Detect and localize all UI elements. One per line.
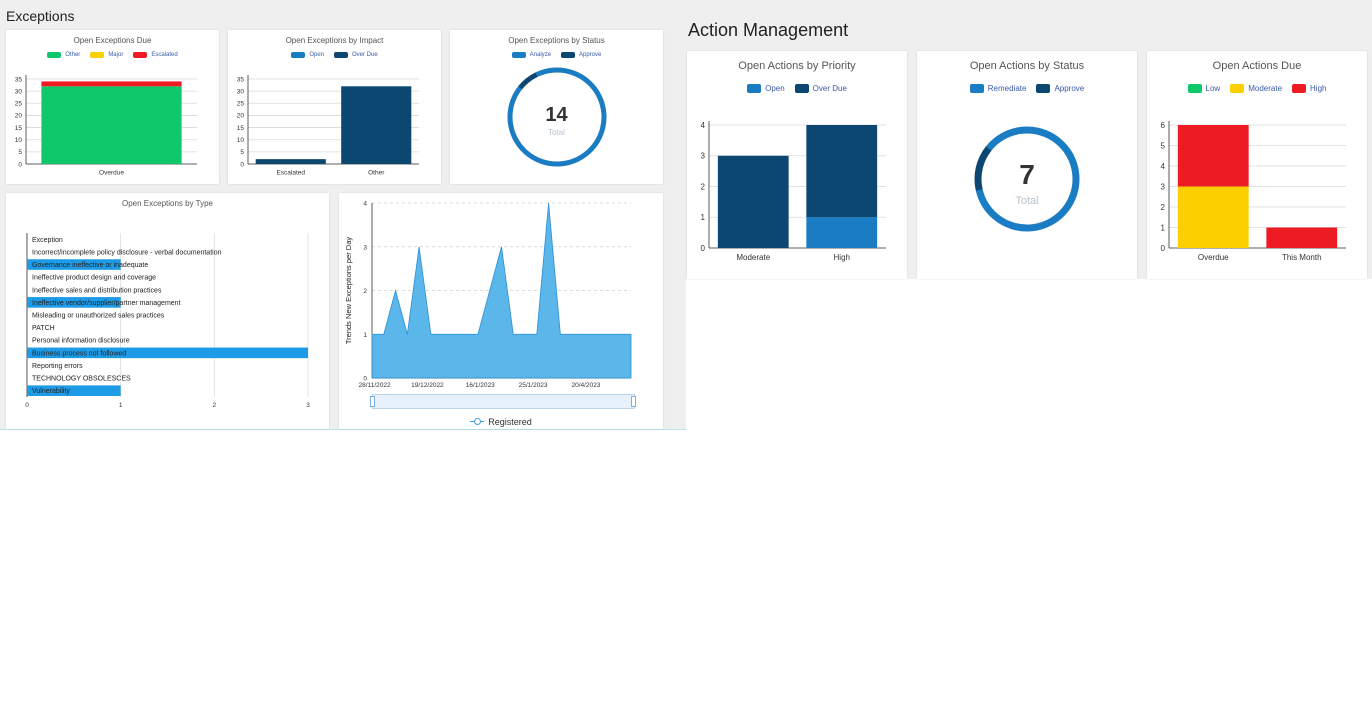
x-tick-label: 0 (25, 402, 29, 409)
y-tick-label: 4 (1161, 162, 1166, 171)
y-tick-label: 15 (15, 125, 23, 132)
x-tick-label: This Month (1282, 253, 1322, 262)
card-exceptions-type: Open Exceptions by Type 0 1 2 3 Exception Inc… (6, 193, 329, 429)
bar-high (1266, 228, 1337, 249)
x-tick-label: 25/1/2023 (519, 382, 548, 389)
legend-marker-icon (470, 418, 484, 426)
y-tick-label: 1 (363, 332, 367, 339)
y-tick-label: 1 (701, 213, 706, 222)
bar-over-due (256, 159, 326, 164)
x-tick-label: 20/4/2023 (571, 382, 600, 389)
x-tick-label: Overdue (99, 170, 124, 177)
card-exceptions-impact: Open Exceptions by Impact Open Over Due … (228, 30, 441, 184)
y-tick-label: 3 (363, 244, 367, 251)
bar-escalated (41, 81, 181, 86)
y-tick-label: 30 (237, 88, 245, 95)
total-value: 7 (917, 159, 1137, 191)
bar-high (1178, 125, 1249, 187)
y-tick-label: 5 (18, 149, 22, 156)
card-actions-status: Open Actions by Status Remediate Approve… (917, 51, 1137, 279)
y-category-label: Exception (32, 237, 63, 244)
y-tick-label: 30 (15, 88, 23, 95)
y-tick-label: 25 (237, 101, 245, 108)
y-category-label: Ineffective vendor/supplier/partner mana… (32, 300, 181, 307)
y-category-label: Personal information disclosure (32, 338, 130, 345)
total-value: 14 (450, 104, 663, 127)
trend-range-navigator[interactable] (372, 394, 635, 409)
y-tick-label: 1 (1161, 223, 1166, 232)
y-tick-label: 2 (701, 182, 706, 191)
bar-over-due (806, 125, 877, 217)
y-axis-title: Trends New Exceptions per Day (344, 237, 353, 345)
bar-open (806, 217, 877, 248)
y-tick-label: 0 (240, 161, 244, 168)
action-management-title: Action Management (688, 20, 848, 41)
card-actions-due: Open Actions Due Low Moderate High 0 1 2 3 4… (1147, 51, 1367, 279)
chart-actions-due: 0 1 2 3 4 5 6 Overdue This Month (1147, 51, 1367, 279)
x-tick-label: 3 (306, 402, 310, 409)
x-tick-label: 19/12/2022 (411, 382, 444, 389)
card-exceptions-status: Open Exceptions by Status Analyze Approv… (450, 30, 663, 184)
card-exceptions-due: Open Exceptions Due Other Major Escalate… (6, 30, 219, 184)
y-category-label: PATCH (32, 325, 55, 332)
y-tick-label: 20 (15, 113, 23, 120)
navigator-handle-left[interactable] (370, 396, 375, 407)
chart-actions-priority: 0 1 2 3 4 Moderate High (687, 51, 907, 279)
y-category-label: TECHNOLOGY OBSOLESCES (32, 376, 131, 383)
y-category-label: Ineffective product design and coverage (32, 275, 156, 282)
exceptions-section: Exceptions Open Exceptions Due Other Maj… (0, 0, 686, 430)
chart-exceptions-type: 0 1 2 3 Exception Incorrect/incomplete policy… (6, 193, 329, 429)
x-tick-label: 28/11/2022 (359, 382, 391, 389)
y-tick-label: 35 (15, 76, 23, 83)
bar-over-due (341, 86, 411, 164)
bar-over-due (718, 156, 789, 248)
chart-exceptions-due: 0 5 10 15 20 25 30 35 Overdue (6, 30, 219, 184)
y-tick-label: 35 (237, 76, 245, 83)
y-tick-label: 0 (18, 161, 22, 168)
y-tick-label: 20 (237, 113, 245, 120)
y-tick-label: 3 (1161, 182, 1166, 191)
exceptions-title: Exceptions (6, 8, 74, 24)
card-actions-priority: Open Actions by Priority Open Over Due 0… (687, 51, 907, 279)
y-tick-label: 5 (1161, 141, 1166, 150)
y-tick-label: 4 (363, 201, 367, 208)
x-tick-label: Moderate (736, 253, 770, 262)
y-tick-label: 2 (363, 288, 367, 295)
y-tick-label: 3 (701, 152, 706, 161)
y-category-label: Ineffective sales and distribution pract… (32, 287, 162, 294)
x-tick-label: 16/1/2023 (466, 382, 495, 389)
y-category-label: Reporting errors (32, 363, 83, 370)
y-category-label: Incorrect/incomplete policy disclosure -… (32, 249, 222, 256)
y-tick-label: 0 (1161, 244, 1166, 253)
card-exceptions-trend: 0 1 2 3 4 28/11/2022 19/12/2022 16/1/2023 25/1/2… (339, 193, 663, 429)
y-tick-label: 15 (237, 125, 245, 132)
bar-moderate (1178, 187, 1249, 249)
y-tick-label: 4 (701, 121, 706, 130)
y-tick-label: 10 (15, 137, 23, 144)
x-tick-label: Other (368, 170, 385, 177)
bar-other (41, 86, 181, 164)
x-tick-label: Overdue (1198, 253, 1229, 262)
y-category-label: Governance ineffective or inadequate (32, 262, 148, 269)
y-category-label: Vulnerability (32, 388, 70, 395)
y-tick-label: 2 (1161, 203, 1166, 212)
x-tick-label: 2 (213, 402, 217, 409)
y-tick-label: 25 (15, 101, 23, 108)
x-tick-label: High (834, 253, 850, 262)
navigator-handle-right[interactable] (631, 396, 636, 407)
chart-exceptions-impact: 0 5 10 15 20 25 30 35 Escalated Other (228, 30, 441, 184)
action-management-section: Action Management Open Actions by Priori… (686, 0, 1372, 279)
y-category-label: Misleading or unauthorized sales practic… (32, 313, 165, 320)
y-tick-label: 0 (701, 244, 706, 253)
legend-label: Registered (488, 417, 532, 427)
total-label: Total (450, 128, 663, 137)
y-category-label: Business process not followed (32, 350, 126, 357)
y-tick-label: 6 (1161, 121, 1166, 130)
legend-item-registered[interactable]: Registered (339, 417, 663, 427)
total-label: Total (917, 195, 1137, 207)
x-tick-label: 1 (119, 402, 123, 409)
x-tick-label: Escalated (276, 170, 305, 177)
y-tick-label: 5 (240, 149, 244, 156)
y-tick-label: 10 (237, 137, 245, 144)
